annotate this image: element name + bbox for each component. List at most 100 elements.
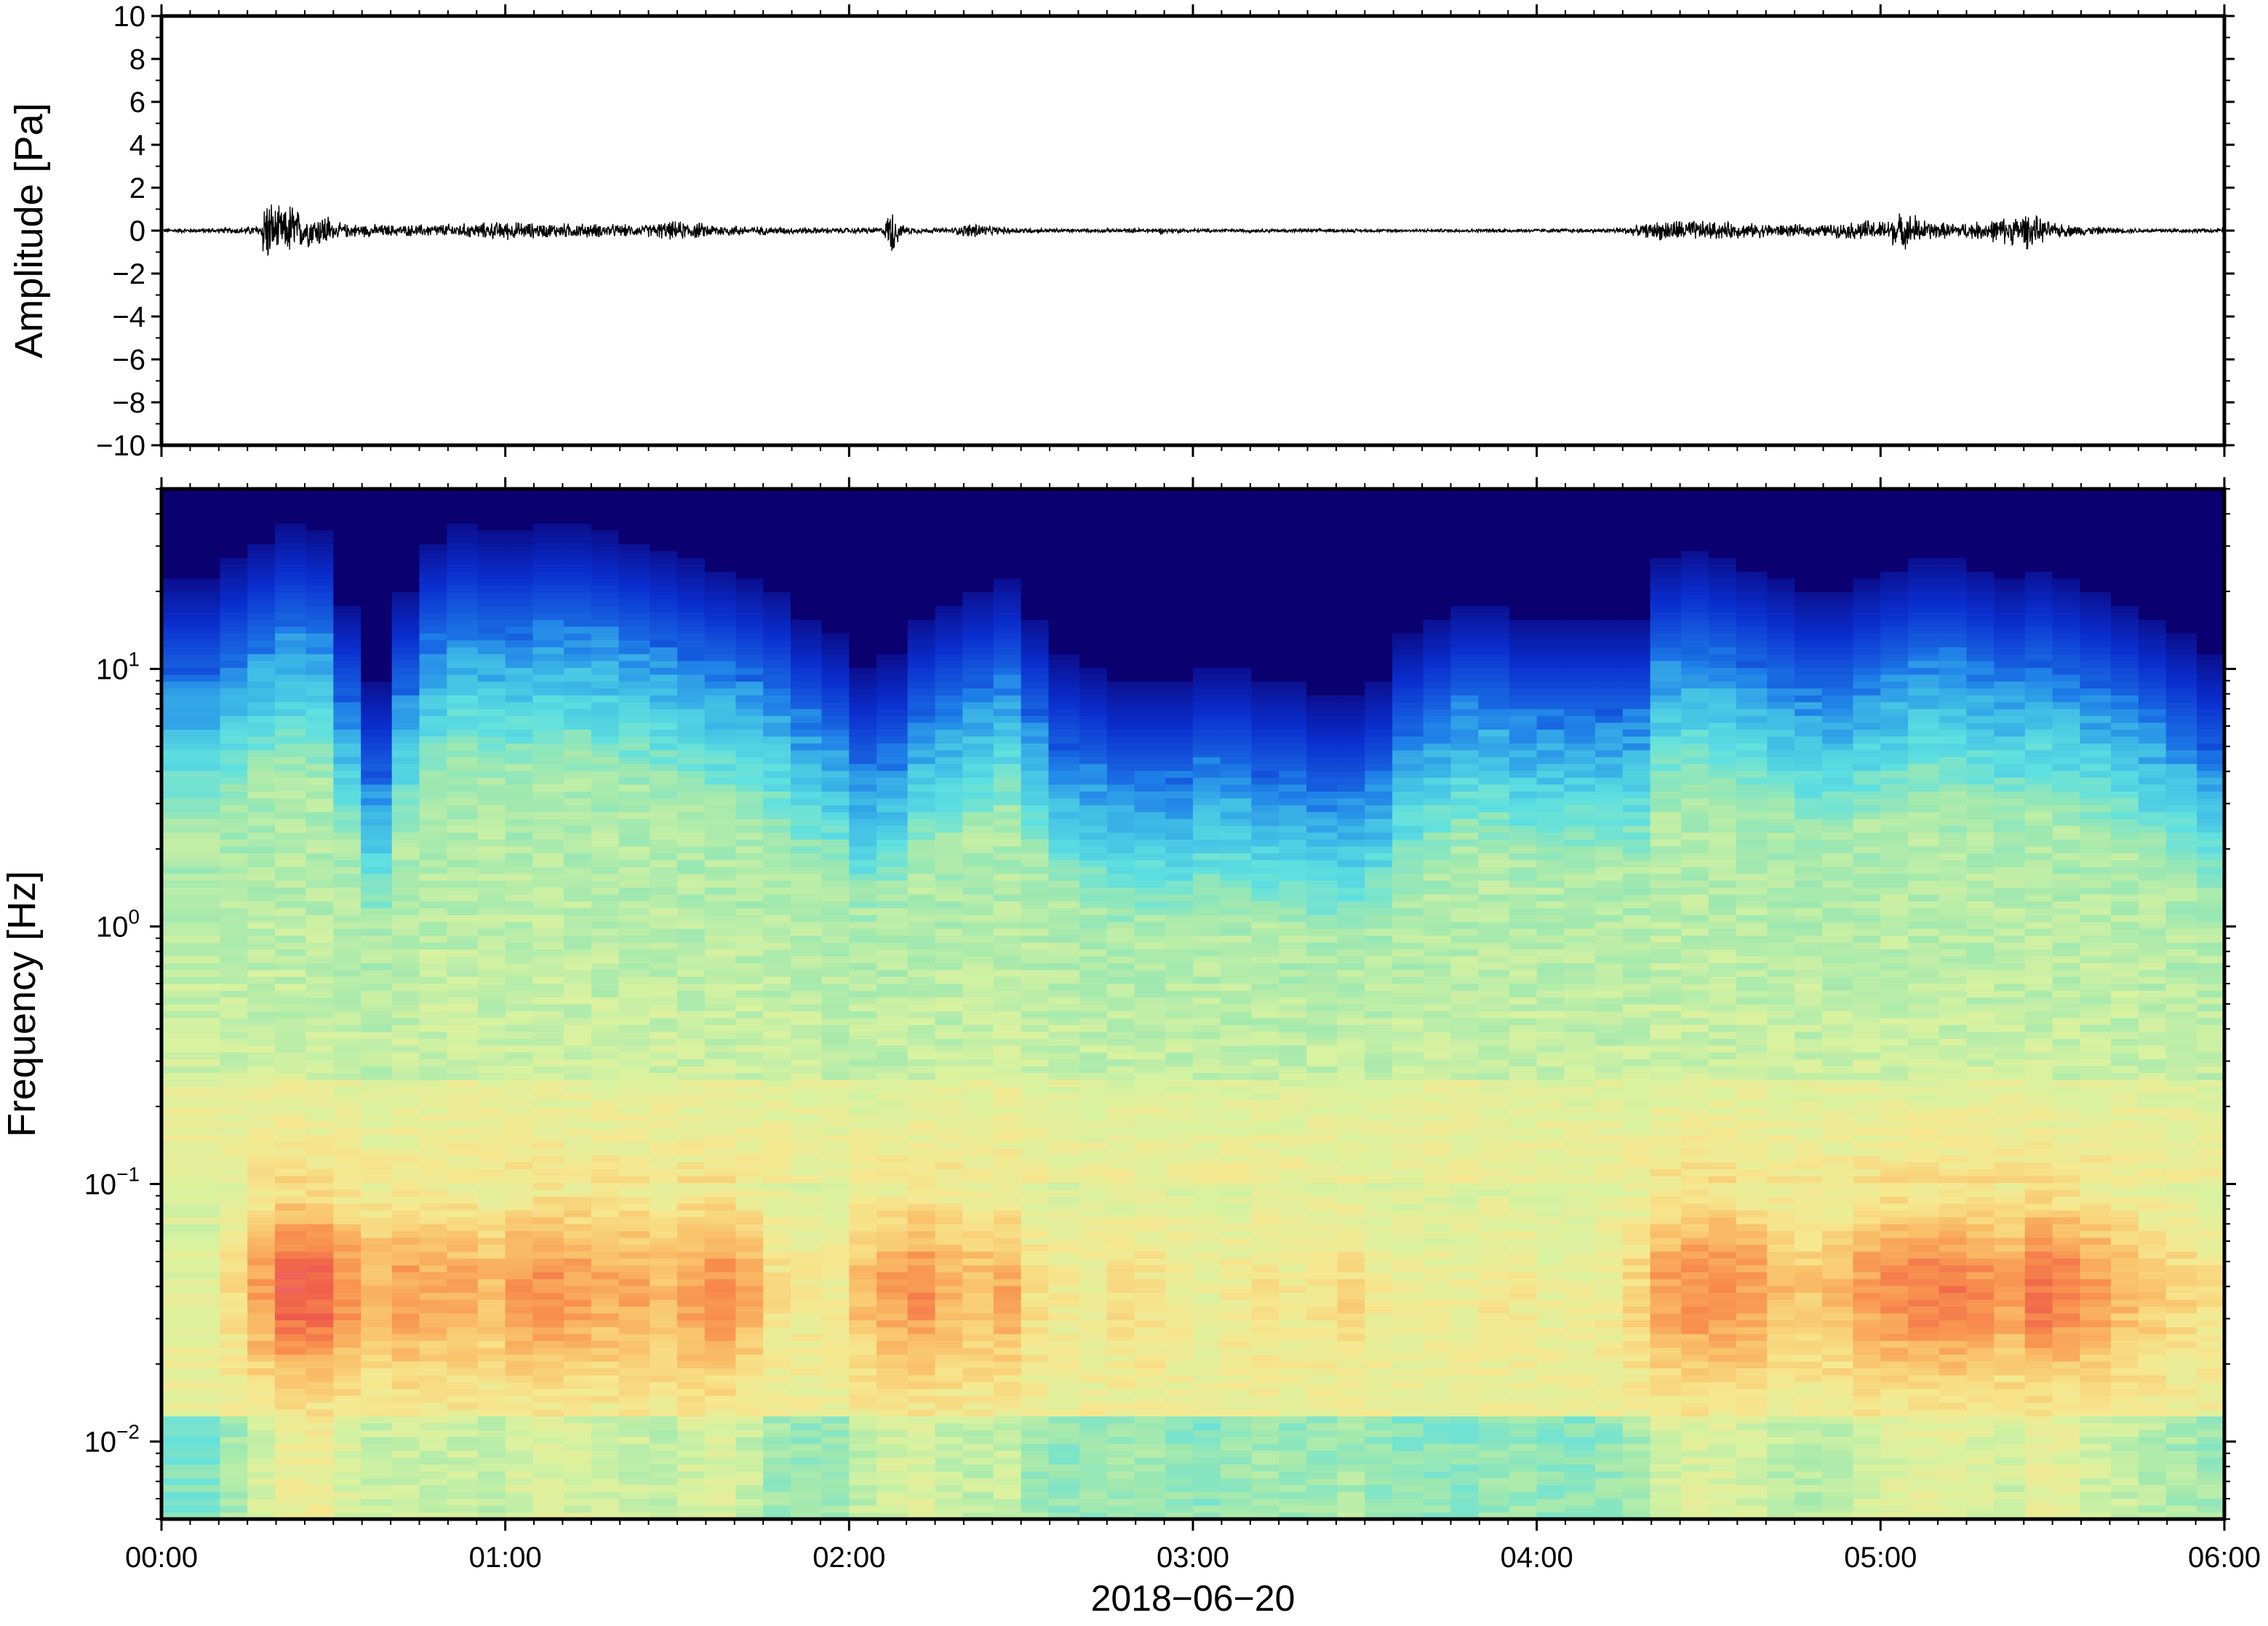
spectrogram-cell <box>763 1066 791 1073</box>
spectrogram-cell <box>822 640 850 647</box>
spectrogram-cell <box>1021 812 1049 819</box>
spectrogram-cell <box>506 557 533 565</box>
spectrogram-cell <box>705 537 736 544</box>
spectrogram-cell <box>1021 1313 1049 1320</box>
spectrogram-cell <box>677 557 705 565</box>
spectrogram-cell <box>361 914 392 922</box>
spectrogram-cell <box>650 1395 677 1403</box>
spectrogram-cell <box>420 729 447 736</box>
spectrogram-cell <box>591 1451 619 1458</box>
spectrogram-cell <box>791 1114 822 1121</box>
spectrogram-cell <box>1021 1265 1049 1272</box>
spectrogram-cell <box>822 544 850 551</box>
spectrogram-cell <box>1079 963 1107 970</box>
spectrogram-cell <box>247 812 275 819</box>
spectrogram-cell <box>420 1313 447 1320</box>
spectrogram-cell <box>478 1134 506 1141</box>
spectrogram-cell <box>392 1464 420 1471</box>
spectrogram-cell <box>564 1443 591 1451</box>
spectrogram-cell <box>275 709 306 716</box>
spectrogram-cell <box>1048 537 1079 544</box>
spectrogram-cell <box>478 509 506 517</box>
spectrogram-cell <box>532 853 564 860</box>
spectrogram-cell <box>677 1443 705 1451</box>
spectrogram-cell <box>161 970 220 977</box>
spectrogram-cell <box>532 1107 564 1115</box>
spectrogram-cell <box>791 963 822 970</box>
spectrogram-cell <box>361 846 392 853</box>
spectrogram-cell <box>1048 702 1079 709</box>
spectrogram-cell <box>735 578 763 586</box>
spectrogram-cell <box>564 1437 591 1444</box>
spectrogram-cell <box>962 1416 994 1423</box>
spectrogram-cell <box>306 681 334 688</box>
spectrogram-cell <box>994 1141 1021 1149</box>
spectrogram-cell <box>161 1176 220 1183</box>
spectrogram-cell <box>220 936 247 943</box>
spectrogram-cell <box>478 565 506 572</box>
spectrogram-cell <box>564 654 591 661</box>
spectrogram-cell <box>447 722 478 730</box>
spectrogram-cell <box>877 729 908 736</box>
spectrogram-cell <box>822 1169 850 1176</box>
spectrogram-cell <box>908 1423 935 1430</box>
spectrogram-cell <box>735 888 763 895</box>
spectrogram-cell <box>849 853 877 860</box>
spectrogram-cell <box>908 1093 935 1101</box>
spectrogram-cell <box>392 853 420 860</box>
spectrogram-cell <box>447 963 478 970</box>
spectrogram-cell <box>677 1148 705 1155</box>
spectrogram-cell <box>877 709 908 716</box>
spectrogram-cell <box>677 1238 705 1245</box>
spectrogram-cell <box>506 874 533 881</box>
spectrogram-cell <box>333 1368 361 1375</box>
spectrogram-cell <box>306 798 334 805</box>
spectrogram-cell <box>1048 826 1079 833</box>
spectrogram-cell <box>877 517 908 524</box>
spectrogram-cell <box>822 1203 850 1211</box>
spectrogram-cell <box>763 1238 791 1245</box>
spectrogram-cell <box>478 1354 506 1361</box>
spectrogram-cell <box>677 605 705 613</box>
spectrogram-cell <box>822 1457 850 1464</box>
spectrogram-cell <box>392 667 420 674</box>
spectrogram-cell <box>908 1258 935 1265</box>
spectrogram-cell <box>705 1375 736 1382</box>
spectrogram-cell <box>275 784 306 792</box>
spectrogram-cell <box>705 1059 736 1067</box>
spectrogram-cell <box>705 990 736 997</box>
spectrogram-cell <box>763 640 791 647</box>
spectrogram-cell <box>791 1107 822 1115</box>
spectrogram-cell <box>591 1100 619 1107</box>
spectrogram-cell <box>962 1045 994 1053</box>
spectrogram-cell <box>420 688 447 696</box>
spectrogram-cell <box>962 764 994 771</box>
spectrogram-cell <box>220 1265 247 1272</box>
spectrogram-cell <box>791 949 822 956</box>
spectrogram-cell <box>650 1292 677 1299</box>
spectrogram-cell <box>705 949 736 956</box>
spectrogram-cell <box>935 1162 963 1169</box>
spectrogram-cell <box>1021 826 1049 833</box>
spectrogram-cell <box>447 1423 478 1430</box>
spectrogram-cell <box>506 1196 533 1203</box>
spectrogram-cell <box>220 1086 247 1093</box>
spectrogram-cell <box>161 928 220 936</box>
spectrogram-cell <box>333 1423 361 1430</box>
spectrogram-cell <box>877 949 908 956</box>
spectrogram-cell <box>908 1128 935 1135</box>
spectrogram-cell <box>420 1389 447 1396</box>
spectrogram-cell <box>994 647 1021 654</box>
spectrogram-cell <box>532 722 564 730</box>
spectrogram-cell <box>791 888 822 895</box>
spectrogram-cell <box>1079 1409 1107 1416</box>
spectrogram-cell <box>877 523 908 530</box>
spectrogram-cell <box>962 722 994 730</box>
spectrogram-cell <box>935 722 963 730</box>
spectrogram-cell <box>935 1155 963 1163</box>
spectrogram-cell <box>650 1004 677 1011</box>
spectrogram-cell <box>1079 812 1107 819</box>
spectrogram-cell <box>478 839 506 846</box>
spectrogram-cell <box>361 812 392 819</box>
spectrogram-cell <box>791 599 822 606</box>
